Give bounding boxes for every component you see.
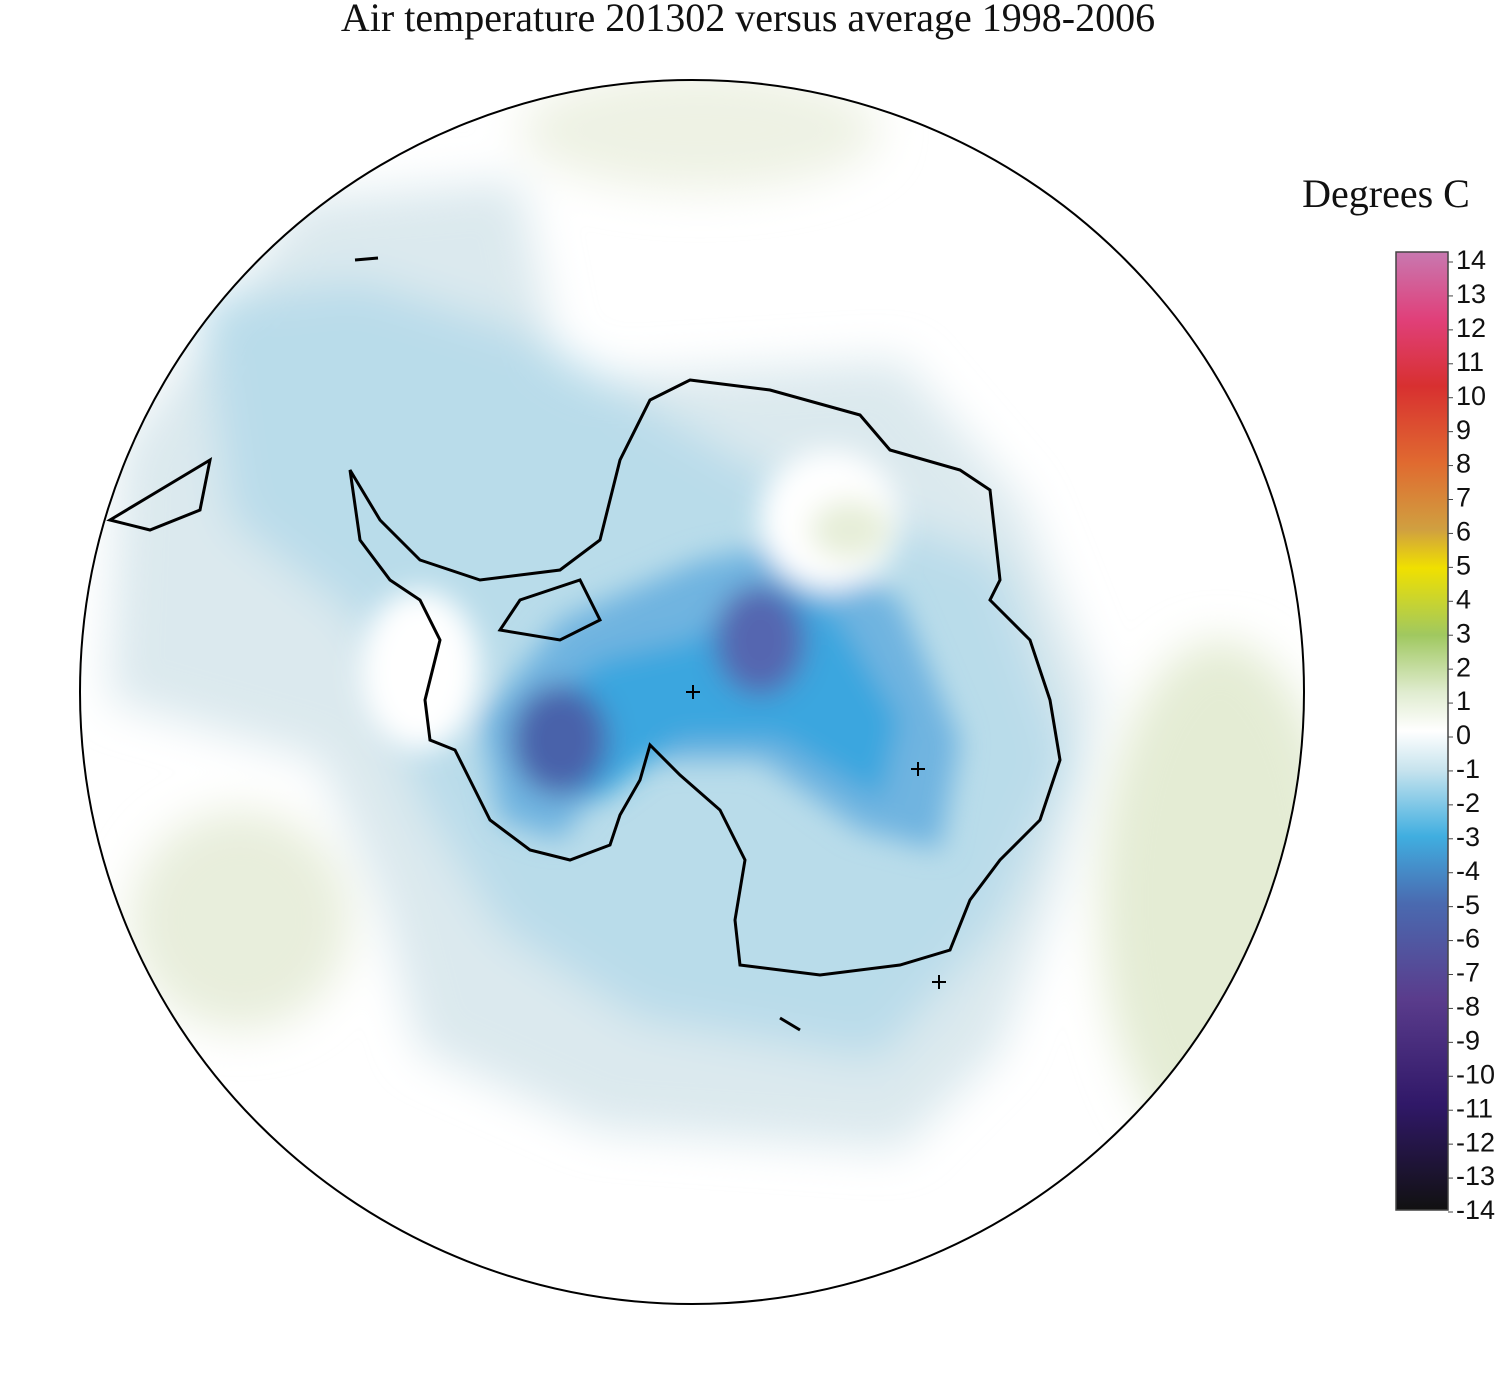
tick-label: -2 <box>1456 788 1480 818</box>
tick-label: -7 <box>1456 958 1480 988</box>
tick-label: -12 <box>1456 1127 1495 1157</box>
tick-label: 9 <box>1456 415 1471 445</box>
tick-label: -5 <box>1456 890 1480 920</box>
tick-label: -11 <box>1456 1093 1493 1123</box>
tick-label: 3 <box>1456 618 1471 648</box>
tick-label: 1 <box>1456 686 1471 716</box>
tick-label: 13 <box>1456 279 1486 309</box>
tick-label: 2 <box>1456 652 1471 682</box>
tick-label: 5 <box>1456 550 1471 580</box>
tick-label: -13 <box>1456 1161 1495 1191</box>
colorbar <box>1395 251 1449 1211</box>
tick-label: 0 <box>1456 720 1471 750</box>
colorbar-label: Degrees C <box>1302 171 1470 216</box>
tick-label: -6 <box>1456 924 1480 954</box>
colorbar-ticks: 14131211109876543210-1-2-3-4-5-6-7-8-9-1… <box>1448 245 1495 1225</box>
tick-label: 4 <box>1456 584 1471 614</box>
tick-label: -8 <box>1456 992 1480 1022</box>
coastline <box>106 256 1062 1032</box>
tick-label: 6 <box>1456 517 1471 547</box>
title: Air temperature 201302 versus average 19… <box>341 0 1155 40</box>
tick-label: 8 <box>1456 449 1471 479</box>
temperature-field <box>80 80 1304 1304</box>
station-markers <box>686 685 946 989</box>
tick-label: -4 <box>1456 856 1480 886</box>
tick-label: 14 <box>1456 245 1486 275</box>
tick-label: 7 <box>1456 483 1471 513</box>
tick-label: -14 <box>1456 1195 1495 1225</box>
tick-label: -3 <box>1456 822 1480 852</box>
tick-label: -10 <box>1456 1059 1495 1089</box>
tick-label: 11 <box>1456 347 1484 377</box>
map-boundary <box>79 79 1305 1305</box>
tick-label: -1 <box>1456 754 1480 784</box>
tick-label: -9 <box>1456 1025 1480 1055</box>
tick-label: 10 <box>1456 381 1486 411</box>
tick-label: 12 <box>1456 313 1486 343</box>
